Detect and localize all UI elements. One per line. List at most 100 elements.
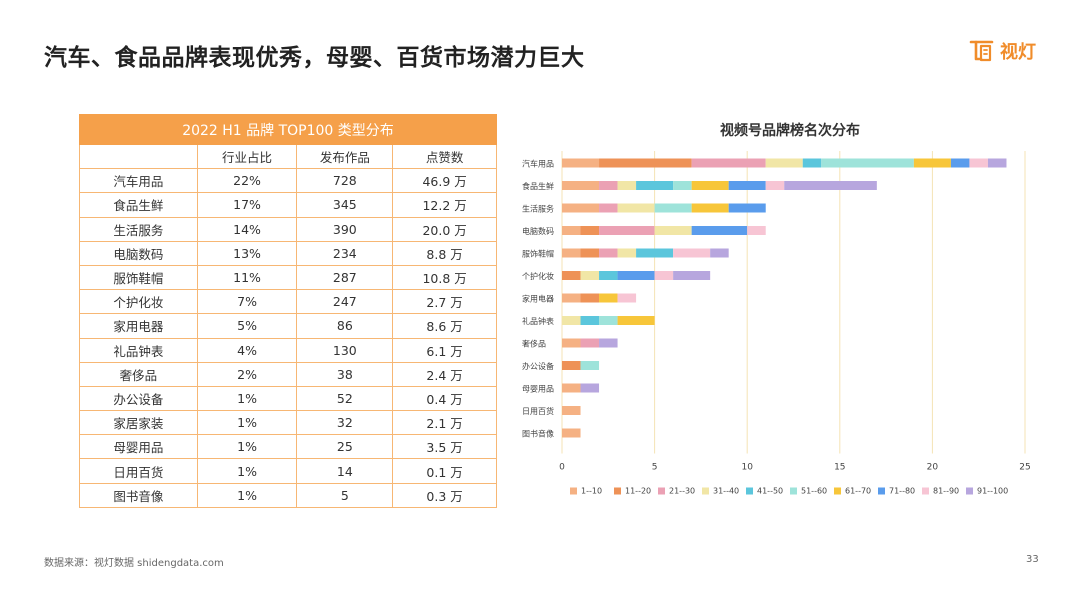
table-cell: 2.7 万 [392,289,497,315]
bar-segment [728,181,766,190]
legend-label: 81--90 [933,487,959,496]
bar-segment [599,226,655,235]
row-label: 汽车用品 [79,168,198,194]
column-header: 点赞数 [392,143,497,170]
table-cell: 3.5 万 [392,434,497,460]
legend-swatch [966,487,973,495]
bar-segment [599,248,618,258]
table-row: 汽车用品 22% 728 46.9 万 [79,168,497,194]
row-label: 食品生鲜 [79,192,198,218]
table-cell: 0.3 万 [392,482,497,508]
legend-swatch [922,487,929,495]
table-cell: 0.4 万 [392,385,497,412]
row-label: 图书音像 [79,482,198,508]
bar-segment [599,316,618,325]
x-tick-label: 15 [834,463,845,473]
brand-logo: 视灯 [968,36,1036,66]
table-cell: 32 [296,410,394,436]
table-cell: 46.9 万 [392,168,497,194]
brand-type-table: 2022 H1 品牌 TOP100 类型分布 行业占比 发布作品 点赞数 汽车用… [79,114,497,508]
column-header [79,143,198,170]
bar-segment [562,158,600,168]
row-label: 电脑数码 [79,240,198,266]
category-label: 汽车用品 [522,159,554,169]
table-row: 电脑数码 13% 234 8.8 万 [79,240,497,266]
bar-segment [950,158,970,168]
lamp-logo-icon [969,40,994,62]
table-cell: 4% [196,337,298,363]
bar-segment [617,316,655,325]
table-cell: 1% [196,434,298,460]
table-cell: 234 [296,240,394,266]
bar-segment [562,383,581,393]
table-cell: 130 [296,337,394,363]
table-row: 礼品钟表 4% 130 6.1 万 [79,337,497,363]
legend-swatch [614,487,621,495]
bar-segment [691,181,729,190]
bar-segment [580,338,600,348]
bar-segment [765,158,803,168]
bar-segment [562,406,581,415]
bar-segment [562,203,600,213]
legend-label: 1--10 [581,487,602,496]
table-cell: 11% [196,264,298,291]
bar-segment [562,361,581,370]
bar-segment [691,203,729,213]
row-label: 母婴用品 [79,434,198,460]
bar-segment [728,203,766,213]
column-header: 行业占比 [196,143,298,170]
table-cell: 38 [296,361,394,387]
legend-label: 11--20 [625,487,651,496]
bar-segment [562,248,581,258]
bar-segment [636,181,674,190]
table-cell: 2.4 万 [392,361,497,387]
table-cell: 8.8 万 [392,240,497,266]
legend-label: 31--40 [713,487,739,496]
bar-segment [580,226,600,235]
table-cell: 1% [196,458,298,484]
row-label: 家居家装 [79,410,198,436]
row-label: 家用电器 [79,313,198,339]
bar-segment [599,181,618,190]
table-row: 办公设备 1% 52 0.4 万 [79,385,497,412]
page-title: 汽车、食品品牌表现优秀，母婴、百货市场潜力巨大 [44,45,585,71]
bar-segment [580,271,600,280]
category-label: 礼品钟表 [522,316,554,326]
bar-segment [617,181,637,190]
category-label: 个护化妆 [522,271,554,281]
table-row: 图书音像 1% 5 0.3 万 [79,482,497,508]
table-row: 日用百货 1% 14 0.1 万 [79,458,497,484]
category-label: 家用电器 [522,294,554,304]
bar-segment [617,203,655,213]
bar-segment [562,428,581,438]
table-cell: 6.1 万 [392,337,497,363]
table-cell: 345 [296,192,394,218]
bar-segment [802,158,822,168]
chart-title: 视频号品牌榜名次分布 [720,123,860,139]
bar-segment [580,383,600,393]
legend-swatch [834,487,841,495]
table-cell: 14% [196,216,298,242]
table-row: 生活服务 14% 390 20.0 万 [79,216,497,242]
table-row: 奢侈品 2% 38 2.4 万 [79,361,497,387]
row-label: 礼品钟表 [79,337,198,363]
table-cell: 52 [296,385,394,412]
bar-segment [599,158,692,168]
legend-swatch [746,487,753,495]
legend-label: 51--60 [801,487,827,496]
bar-segment [617,248,637,258]
category-label: 母婴用品 [522,385,554,394]
table-row: 家居家装 1% 32 2.1 万 [79,410,497,436]
table-header-row: 行业占比 发布作品 点赞数 [79,143,497,170]
category-label: 食品生鲜 [522,181,554,191]
table-cell: 247 [296,289,394,315]
legend-swatch [790,487,797,495]
table-cell: 12.2 万 [392,192,497,218]
bar-segment [673,271,711,280]
bar-segment [562,338,581,348]
stacked-bar-chart: 0 5 10 15 20 25 汽车用品食品生鲜生活服务电脑数码服饰鞋帽个护化妆家用电器礼品… [522,151,1031,496]
x-tick-label: 5 [652,463,658,473]
table-cell: 1% [196,482,298,508]
bar-segment [654,226,692,235]
table-row: 母婴用品 1% 25 3.5 万 [79,434,497,460]
